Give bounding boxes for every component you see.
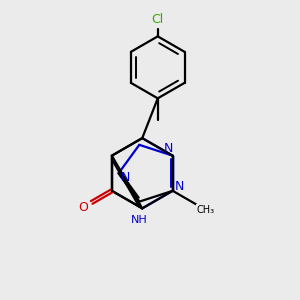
Text: N: N: [164, 142, 173, 155]
Text: NH: NH: [131, 215, 148, 225]
Text: Cl: Cl: [152, 13, 164, 26]
Text: CH₃: CH₃: [197, 205, 215, 215]
Text: N: N: [175, 180, 184, 193]
Text: N: N: [121, 171, 130, 184]
Text: O: O: [79, 201, 88, 214]
